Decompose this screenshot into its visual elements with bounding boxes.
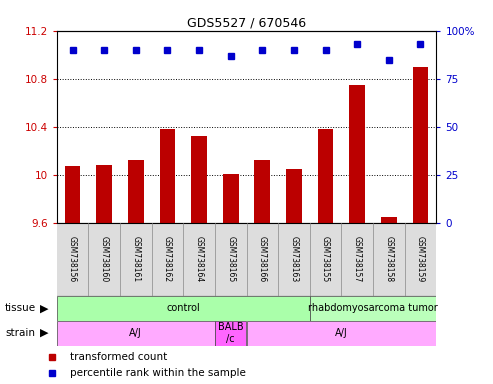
Text: ▶: ▶ xyxy=(40,303,49,313)
Bar xyxy=(65,166,80,223)
Bar xyxy=(223,174,239,223)
Bar xyxy=(246,321,436,346)
Text: GSM738163: GSM738163 xyxy=(289,236,298,282)
Bar xyxy=(183,223,215,296)
Text: GSM738162: GSM738162 xyxy=(163,236,172,282)
Bar xyxy=(310,296,436,321)
Bar xyxy=(350,85,365,223)
Bar xyxy=(246,223,278,296)
Text: tissue: tissue xyxy=(5,303,36,313)
Bar xyxy=(152,223,183,296)
Text: GSM738156: GSM738156 xyxy=(68,236,77,282)
Title: GDS5527 / 670546: GDS5527 / 670546 xyxy=(187,17,306,30)
Bar xyxy=(57,223,88,296)
Text: transformed count: transformed count xyxy=(70,352,167,362)
Text: ▶: ▶ xyxy=(40,328,49,338)
Bar xyxy=(278,223,310,296)
Text: A/J: A/J xyxy=(335,328,348,338)
Bar xyxy=(405,223,436,296)
Text: strain: strain xyxy=(5,328,35,338)
Text: GSM738157: GSM738157 xyxy=(352,236,362,282)
Text: GSM738165: GSM738165 xyxy=(226,236,235,282)
Bar xyxy=(317,129,333,223)
Bar xyxy=(215,321,246,346)
Bar xyxy=(413,67,428,223)
Bar xyxy=(254,161,270,223)
Bar xyxy=(341,223,373,296)
Bar xyxy=(286,169,302,223)
Text: control: control xyxy=(166,303,200,313)
Bar xyxy=(57,296,310,321)
Text: rhabdomyosarcoma tumor: rhabdomyosarcoma tumor xyxy=(308,303,438,313)
Text: GSM738158: GSM738158 xyxy=(385,236,393,282)
Text: BALB
/c: BALB /c xyxy=(218,322,244,344)
Bar xyxy=(160,129,176,223)
Text: GSM738161: GSM738161 xyxy=(131,236,141,282)
Text: A/J: A/J xyxy=(129,328,142,338)
Bar xyxy=(215,223,246,296)
Text: GSM738155: GSM738155 xyxy=(321,236,330,282)
Text: GSM738164: GSM738164 xyxy=(195,236,204,282)
Bar xyxy=(310,223,341,296)
Bar xyxy=(381,217,397,223)
Text: percentile rank within the sample: percentile rank within the sample xyxy=(70,368,246,378)
Text: GSM738159: GSM738159 xyxy=(416,236,425,282)
Bar xyxy=(88,223,120,296)
Bar xyxy=(191,136,207,223)
Bar xyxy=(96,165,112,223)
Bar xyxy=(128,161,143,223)
Bar xyxy=(120,223,152,296)
Text: GSM738166: GSM738166 xyxy=(258,236,267,282)
Bar xyxy=(373,223,405,296)
Text: GSM738160: GSM738160 xyxy=(100,236,108,282)
Bar xyxy=(57,321,215,346)
